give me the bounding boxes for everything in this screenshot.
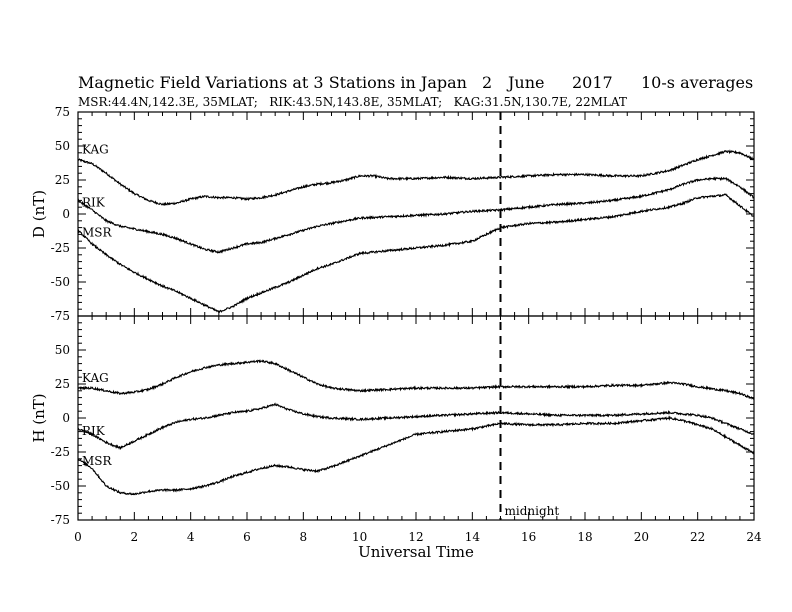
y-tick-label: 25	[55, 173, 70, 187]
chart-year: 2017	[572, 73, 613, 92]
series-label-kag: KAG	[82, 143, 109, 157]
x-axis: 0 2 4 6 8 10 12 14 16 18 20 22 24	[74, 530, 762, 544]
y-axis-label: H (nT)	[30, 393, 48, 442]
series-line-rik	[77, 402, 755, 451]
chart-title: Magnetic Field Variations at 3 Stations …	[78, 73, 467, 92]
x-tick-label: 22	[690, 530, 705, 544]
series-label-rik: RIK	[82, 195, 106, 209]
x-tick-label: 24	[746, 530, 762, 544]
declination-panel: 75 50 25 0 -25 -50 -75 D (nT) KAG RIK MSR	[30, 105, 755, 323]
x-tick-label: 14	[465, 530, 481, 544]
y-tick-label: -25	[51, 241, 70, 255]
chart-station-info: MSR:44.4N,142.3E, 35MLAT; RIK:43.5N,143.…	[78, 95, 627, 109]
y-tick-label: 0	[62, 411, 70, 425]
y-tick-label: -75	[51, 513, 70, 527]
x-tick-label: 4	[187, 530, 195, 544]
y-axis-label: D (nT)	[30, 190, 48, 238]
x-tick-label: 16	[521, 530, 536, 544]
y-tick-label: -75	[51, 309, 70, 323]
x-axis-label: Universal Time	[358, 543, 474, 561]
series-line-kag	[77, 149, 755, 207]
series-label-msr: MSR	[82, 225, 113, 239]
y-tick-label: -25	[51, 445, 70, 459]
midnight-label: midnight	[505, 504, 560, 518]
series-line-kag	[77, 358, 755, 400]
chart-averaging: 10-s averages	[641, 73, 753, 92]
x-tick-label: 10	[352, 530, 367, 544]
panel-frame	[77, 111, 755, 317]
horizontal-panel: 50 25 0 -25 -50 -75 H (nT) KAG RIK MSR	[30, 315, 755, 527]
series-line-rik	[77, 176, 755, 254]
series-label-kag: KAG	[82, 371, 109, 385]
y-tick-label: 75	[55, 105, 70, 119]
x-tick-label: 18	[577, 530, 592, 544]
y-tick-label: -50	[51, 479, 70, 493]
x-tick-label: 0	[74, 530, 82, 544]
x-tick-label: 2	[131, 530, 139, 544]
chart-day: 2	[482, 73, 492, 92]
chart-month: June	[506, 73, 545, 92]
series-line-msr	[77, 193, 755, 314]
y-tick-label: 50	[55, 343, 70, 357]
series-line-msr	[77, 415, 755, 496]
y-tick-label: 50	[55, 139, 70, 153]
series-label-rik: RIK	[82, 424, 106, 438]
series-label-msr: MSR	[82, 454, 113, 468]
x-tick-label: 8	[300, 530, 308, 544]
y-tick-label: 25	[55, 377, 70, 391]
x-tick-label: 12	[408, 530, 423, 544]
x-tick-label: 20	[634, 530, 649, 544]
y-tick-label: -50	[51, 275, 70, 289]
x-tick-label: 6	[243, 530, 251, 544]
y-tick-label: 0	[62, 207, 70, 221]
